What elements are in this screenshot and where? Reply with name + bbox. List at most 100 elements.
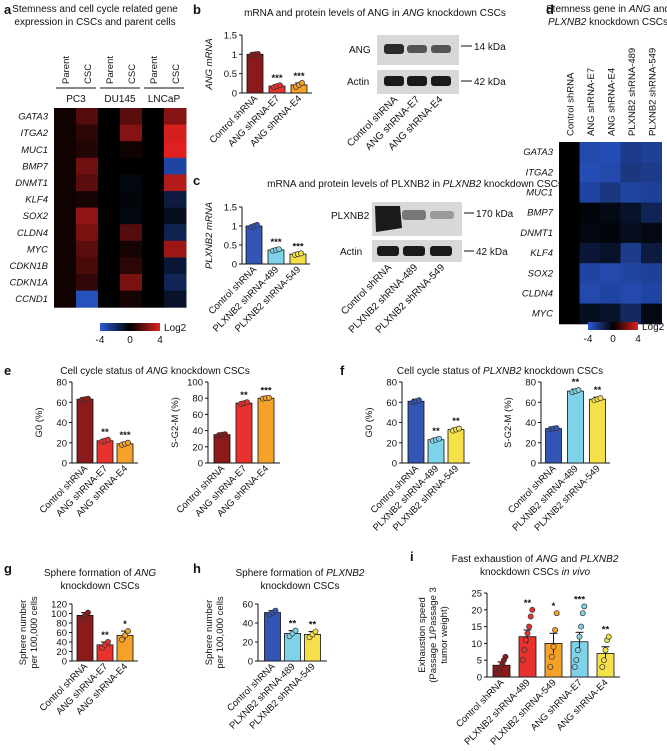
heatmap-d-cell — [620, 162, 642, 183]
panel-c-title: mRNA and protein levels of PLXNB2 in PLX… — [267, 179, 563, 190]
bar-i-point — [602, 647, 609, 654]
blot-c-size-2: 42 kDa — [476, 247, 508, 258]
bar-c-ylabel: PLXNB2 mRNA — [204, 202, 215, 269]
bar-b-ytick-label: 1 — [232, 50, 237, 61]
heatmap-a-cell — [76, 108, 99, 126]
bar-e1-ytick-label: 60 — [56, 398, 67, 409]
bar-f1-point — [436, 435, 442, 442]
bar-b-point — [277, 82, 283, 89]
bar-f2-point — [575, 387, 582, 394]
heatmap-a-colorbar-tick: 0 — [127, 335, 133, 346]
heatmap-d-row-label: DNMT1 — [520, 228, 553, 239]
heatmap-a-cell — [76, 207, 99, 225]
heatmap-a-cell — [164, 124, 187, 142]
bar-i-point — [576, 633, 583, 640]
bar-i-point — [550, 643, 557, 650]
heatmap-a-group-label: DU145 — [104, 94, 136, 105]
heatmap-a-cell — [54, 274, 77, 292]
heatmap-a-colorbar-tick: -4 — [96, 335, 105, 346]
heatmap-d-colorbar-tick: 0 — [610, 334, 616, 345]
heatmap-a-cell — [142, 207, 165, 225]
heatmap-d-cell — [579, 142, 601, 163]
heatmap-a-cell — [142, 108, 165, 126]
bar-f2-ytick-label: 80 — [525, 378, 536, 389]
panel-letter-b: b — [193, 2, 201, 17]
heatmap-d-cell — [600, 263, 621, 284]
heatmap-a-col-label: Parent — [105, 56, 116, 84]
heatmap-a-cell — [120, 174, 143, 192]
bar-c-point — [298, 250, 304, 257]
bar-i-point — [552, 627, 559, 633]
heatmap-d-cell — [620, 182, 642, 204]
chart-layer: GATA3 ITGA2 MUC1 BMP7 DNMT1 KLF4 SOX2 CLDN4 MYC C… — [9, 31, 664, 748]
heatmap-d-row-label: ITGA2 — [526, 167, 554, 178]
heatmap-d-cell — [641, 303, 662, 325]
bar-c-ytick-label: 0.5 — [224, 241, 237, 252]
heatmap-a-cell — [120, 191, 143, 209]
bar-i-point — [600, 657, 607, 664]
bar-h-sig: ** — [289, 619, 297, 630]
heatmap-a-row-label: KLF4 — [25, 195, 48, 206]
heatmap-d-cell — [641, 142, 662, 163]
bar-i-ylabel: tumor weight) — [439, 606, 450, 664]
bar-e1-bar — [96, 440, 114, 464]
panel-g-title-line2: knockdown CSCs — [61, 581, 140, 592]
blot-b-label-ang: ANG — [349, 45, 371, 56]
heatmap-a-cell — [120, 290, 143, 308]
bar-i-point — [553, 610, 560, 617]
heatmap-a-row-label: ITGA2 — [21, 128, 49, 139]
bar-c-point — [254, 221, 260, 228]
heatmap-a-cell — [76, 257, 99, 275]
bar-i-ytick-label: 20 — [471, 605, 482, 616]
panel-i-title-line2: knockdown CSCs in vivo — [480, 567, 590, 578]
bar-b-bar — [246, 53, 264, 94]
bar-e2-point — [244, 399, 250, 406]
heatmap-d-cell — [620, 222, 642, 244]
heatmap-a-cell — [98, 191, 121, 209]
bar-b-sig: *** — [271, 73, 282, 84]
bar-f1-sig: ** — [432, 426, 440, 437]
heatmap-a-cell — [164, 108, 187, 126]
bar-e1-ylabel: G0 (%) — [34, 407, 45, 437]
bar-i-point — [529, 606, 536, 613]
heatmap-a-cell — [76, 141, 99, 159]
blot-b-size-2: 42 kDa — [474, 77, 506, 88]
heatmap-a-cell — [98, 108, 121, 126]
bar-e1-sig: ** — [101, 427, 109, 438]
heatmap-a-row-label: CDKN1B — [9, 261, 48, 272]
bar-e1-ytick-label: 80 — [56, 378, 67, 389]
bar-i-point — [571, 663, 578, 670]
heatmap-d-colorbar-tick: 4 — [635, 334, 641, 345]
bar-h-point — [272, 607, 279, 614]
blot-c-actin-band-3 — [430, 246, 452, 256]
heatmap-d-cell — [559, 142, 580, 163]
heatmap-a-cell — [98, 240, 121, 258]
bar-e1-point — [85, 395, 91, 402]
bar-i-point — [574, 647, 581, 654]
bar-g-ylabel: Sphere number — [18, 600, 29, 665]
heatmap-a-cell — [76, 240, 99, 258]
heatmap-d-cell — [641, 222, 662, 244]
bar-i-point — [524, 630, 531, 637]
bar-e2-ytick-label: 60 — [192, 410, 203, 421]
heatmap-a-cell — [54, 224, 77, 242]
heatmap-a-row-label: BMP7 — [22, 161, 49, 172]
blot-c-actin-band-2 — [403, 246, 425, 256]
bar-c-sig: *** — [292, 241, 303, 252]
heatmap-a-cell — [98, 207, 121, 225]
heatmap-a-cell — [54, 124, 77, 142]
bar-e2-bar — [257, 397, 275, 464]
bar-b-ytick-label: 1.5 — [224, 31, 237, 42]
heatmap-a-cell — [98, 224, 121, 242]
bar-e1-bar — [76, 398, 94, 464]
bar-h-point — [292, 627, 299, 634]
heatmap-a-col-label: Parent — [149, 56, 160, 84]
heatmap-a-cell — [164, 157, 187, 175]
heatmap-a-cell — [120, 240, 143, 258]
bar-e2-point — [222, 431, 228, 438]
bar-e1-point — [125, 439, 131, 446]
heatmap-d-row-label: MYC — [532, 309, 553, 320]
heatmap-a-cell — [164, 240, 187, 258]
heatmap-d-cell — [620, 202, 642, 224]
